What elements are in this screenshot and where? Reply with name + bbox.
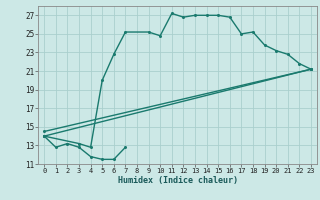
X-axis label: Humidex (Indice chaleur): Humidex (Indice chaleur)	[118, 176, 238, 185]
